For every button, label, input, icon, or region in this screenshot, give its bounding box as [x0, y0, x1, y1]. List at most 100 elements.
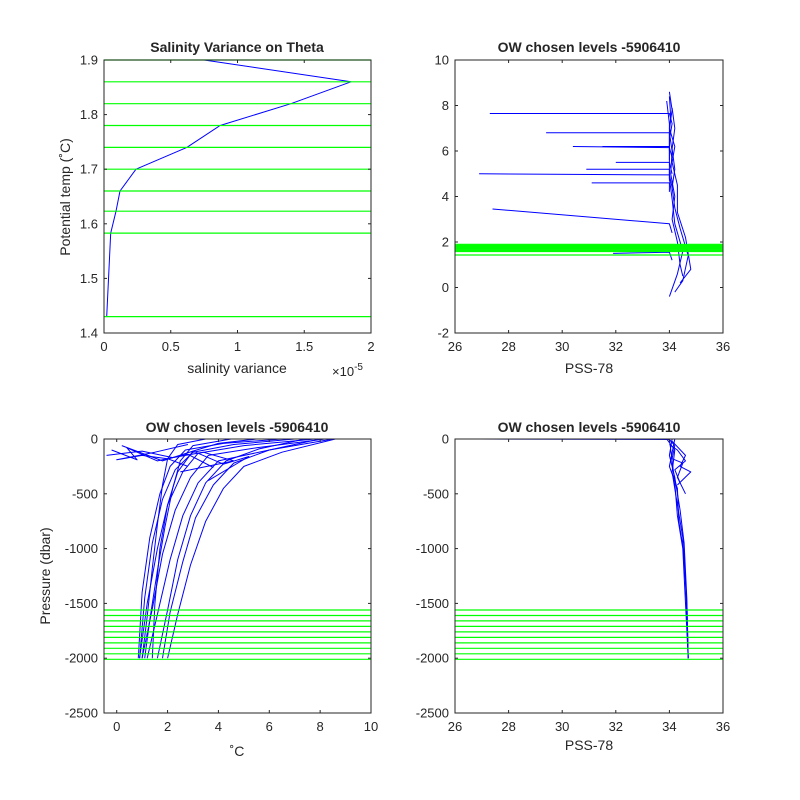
- panel-title: OW chosen levels -5906410: [498, 39, 681, 55]
- panel-salinity-pressure: OW chosen levels -5906410 26 28 30 32 34 36 -…: [416, 419, 730, 753]
- series-line-0: [106, 59, 352, 317]
- x-tick-label: 0: [100, 339, 107, 354]
- y-tick-label: -1500: [65, 596, 98, 611]
- x-exponent-base: ×10: [332, 364, 354, 379]
- series-line-2: [666, 438, 689, 659]
- y-tick-label: 1.4: [80, 326, 98, 341]
- series-line-2: [139, 438, 316, 659]
- x-tick-label: 36: [716, 719, 730, 734]
- y-tick-label: 0: [442, 280, 449, 295]
- x-tick-label: 2: [367, 339, 374, 354]
- y-tick-label: 6: [442, 144, 449, 159]
- y-tick-label: -2000: [416, 651, 449, 666]
- x-tick-label: 34: [662, 719, 676, 734]
- x-tick-label: 30: [555, 339, 569, 354]
- y-axis-label: Pressure (dbar): [37, 527, 53, 624]
- x-tick-label: 32: [609, 339, 623, 354]
- axes-box: [454, 59, 724, 334]
- y-ticks: -2 0 2 4 6 8 10: [435, 53, 723, 341]
- y-tick-label: -2500: [416, 706, 449, 721]
- x-tick-label: 4: [215, 719, 222, 734]
- y-tick-label: -2: [437, 326, 449, 341]
- y-tick-label: -500: [423, 486, 449, 501]
- y-tick-label: -1000: [416, 541, 449, 556]
- panel-salinity-theta: OW chosen levels -5906410 26 28 30 32 34 36 -…: [435, 39, 731, 376]
- panel-temp-pressure: OW chosen levels -5906410 0 2 4 6 8 10 -2500-…: [37, 419, 378, 759]
- x-axis-label: PSS-78: [565, 737, 613, 753]
- series-line-11: [116, 444, 189, 467]
- y-tick-label: -1000: [65, 541, 98, 556]
- y-tick-label: 0: [442, 432, 449, 447]
- x-tick-label: 2: [164, 719, 171, 734]
- x-tick-label: 28: [501, 719, 515, 734]
- x-tick-label: 26: [448, 719, 462, 734]
- x-tick-label: 1: [234, 339, 241, 354]
- x-tick-label: 34: [662, 339, 676, 354]
- y-tick-label: 10: [435, 53, 449, 68]
- x-ticks: 0 0.5 1 1.5 2: [100, 60, 375, 354]
- y-tick-label: -500: [72, 486, 98, 501]
- series-line-3: [671, 107, 689, 293]
- series-line-8: [615, 161, 673, 174]
- series-line-10: [479, 173, 673, 188]
- y-axis-label: Potential temp (˚C): [57, 138, 73, 255]
- x-axis-label: PSS-78: [565, 360, 613, 376]
- x-tick-label: 6: [266, 719, 273, 734]
- series-group: [104, 438, 371, 660]
- series-line-9: [144, 438, 232, 659]
- x-ticks: 26 28 30 32 34 36: [448, 60, 730, 354]
- series-line-3: [139, 438, 295, 659]
- x-tick-label: 0: [113, 719, 120, 734]
- axes-box: [454, 438, 724, 714]
- x-tick-label: 36: [716, 339, 730, 354]
- series-line-1: [141, 438, 326, 659]
- x-tick-label: 10: [364, 719, 378, 734]
- series-line-5: [671, 440, 692, 486]
- x-tick-label: 0.5: [162, 339, 180, 354]
- x-tick-label: 8: [317, 719, 324, 734]
- y-tick-label: 1.6: [80, 216, 98, 231]
- y-tick-label: 1.8: [80, 107, 98, 122]
- series-group: [104, 59, 371, 318]
- y-ticks: -2500 -2000 -1500 -1000 -500 0: [65, 432, 371, 721]
- x-tick-label: 28: [501, 339, 515, 354]
- y-tick-label: 4: [442, 189, 449, 204]
- panel-title: OW chosen levels -5906410: [498, 419, 681, 435]
- series-line-11: [591, 182, 670, 192]
- y-tick-label: -1500: [416, 596, 449, 611]
- series-line-13: [613, 251, 673, 261]
- y-tick-label: 2: [442, 235, 449, 250]
- series-line-4: [489, 113, 673, 140]
- x-tick-label: 30: [555, 719, 569, 734]
- series-line-4: [137, 438, 283, 659]
- y-tick-label: 8: [442, 98, 449, 113]
- x-exponent-power: -5: [354, 362, 363, 373]
- y-tick-label: -2500: [65, 706, 98, 721]
- y-tick-label: 1.7: [80, 162, 98, 177]
- series-line-7: [156, 438, 306, 659]
- x-axis-label: salinity variance: [187, 360, 287, 376]
- y-ticks: 1.4 1.5 1.6 1.7 1.8 1.9: [80, 53, 371, 341]
- series-group: [455, 91, 723, 297]
- series-line-6: [572, 146, 673, 158]
- x-ticks: 26 28 30 32 34 36: [448, 439, 730, 734]
- x-exponent: ×10-5: [332, 362, 363, 379]
- series-line-0: [668, 438, 689, 659]
- series-line-7: [602, 146, 670, 161]
- y-tick-label: 0: [91, 432, 98, 447]
- series-line-5: [167, 438, 336, 659]
- series-line-14: [121, 445, 250, 482]
- panel-salinity-variance: Salinity Variance on Theta 0 0.5 1 1.5 2 1.4…: [57, 39, 375, 379]
- series-line-3: [668, 438, 689, 659]
- x-tick-label: 26: [448, 339, 462, 354]
- axes-box: [103, 59, 372, 334]
- y-tick-label: 1.9: [80, 53, 98, 68]
- series-line-6: [162, 438, 321, 659]
- series-line-5: [546, 132, 670, 151]
- x-ticks: 0 2 4 6 8 10: [113, 439, 378, 734]
- y-tick-label: -2000: [65, 651, 98, 666]
- series-line-0: [146, 438, 333, 659]
- x-tick-label: 32: [609, 719, 623, 734]
- x-tick-label: 1.5: [295, 339, 313, 354]
